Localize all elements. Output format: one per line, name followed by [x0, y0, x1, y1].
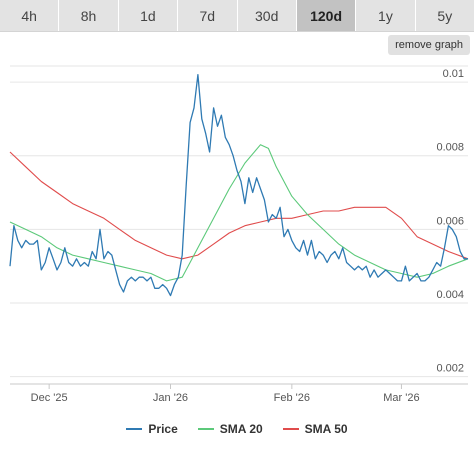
tab-1d[interactable]: 1d: [119, 0, 179, 31]
remove-graph-button[interactable]: remove graph: [388, 35, 470, 55]
tab-5y[interactable]: 5y: [437, 7, 453, 24]
legend-item-sma-50[interactable]: SMA 50: [282, 422, 348, 436]
chart-legend: Price SMA 20 SMA 50: [0, 419, 474, 439]
tab-7d[interactable]: 7d: [178, 0, 238, 31]
legend-swatch: [197, 428, 214, 430]
y-tick-label: 0.002: [436, 363, 464, 375]
tab-8h[interactable]: 8h: [59, 0, 119, 31]
legend-swatch: [282, 428, 299, 430]
timeframe-tabs: 4h 8h 1d 7d 30d 120d 1y 5y: [0, 0, 474, 32]
legend-item-price[interactable]: Price: [126, 422, 178, 436]
series-line-price: [9, 74, 468, 297]
y-tick-label: 0.006: [436, 215, 464, 227]
y-tick-label: 0.01: [443, 68, 464, 80]
series-line-sma-50: [9, 151, 469, 260]
legend-label: SMA 20: [219, 422, 263, 436]
x-tick-label: Mar '26: [383, 392, 419, 404]
tab-4h[interactable]: 4h: [0, 0, 60, 31]
x-tick-label: Jan '26: [153, 392, 188, 404]
tab-120d[interactable]: 120d: [296, 0, 357, 31]
series-line-sma-20: [9, 144, 469, 282]
legend-swatch: [126, 428, 143, 430]
y-tick-label: 0.008: [436, 142, 464, 154]
x-tick-label: Feb '26: [274, 392, 310, 404]
y-tick-label: 0.004: [436, 289, 464, 301]
legend-item-sma-20[interactable]: SMA 20: [197, 422, 263, 436]
legend-label: Price: [148, 422, 178, 436]
tab-30d[interactable]: 30d: [238, 0, 297, 31]
tab-1y[interactable]: 1y: [356, 0, 416, 31]
price-chart: 0.002 0.004 0.006 0.008 0.01 Dec '25 Jan '26 Fe…: [9, 65, 469, 404]
legend-label: SMA 50: [304, 422, 348, 436]
x-tick-label: Dec '25: [31, 392, 68, 404]
